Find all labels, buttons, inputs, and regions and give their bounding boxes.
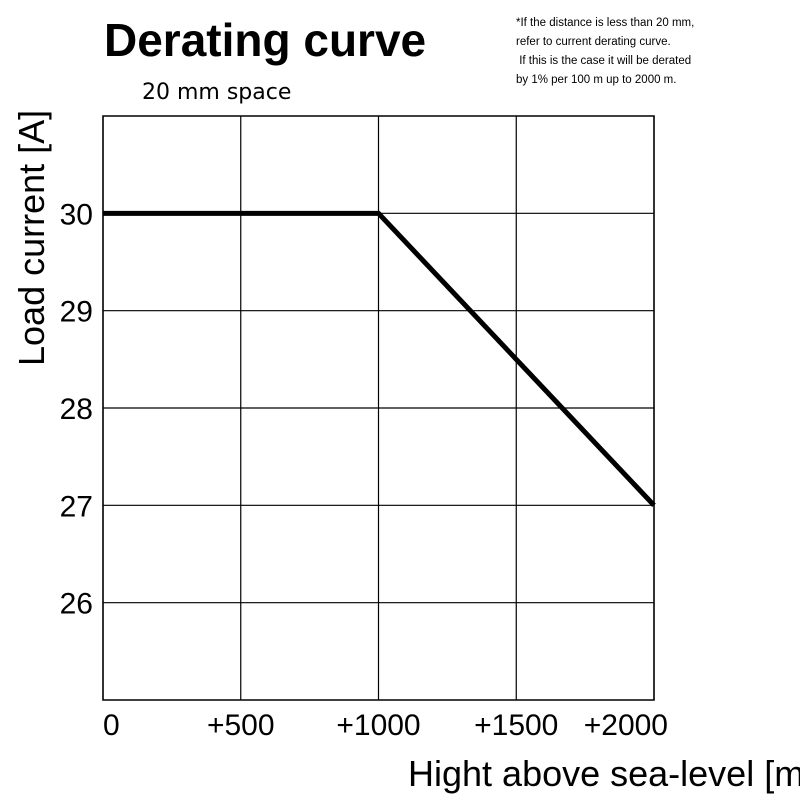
- x-tick-label: +1000: [336, 709, 420, 742]
- footnote-line: by 1% per 100 m up to 2000 m.: [516, 74, 676, 86]
- y-tick-label: 26: [60, 588, 93, 621]
- series-line: [103, 210, 656, 508]
- series-layer: [103, 210, 656, 508]
- y-tick-label: 28: [60, 393, 93, 426]
- chart-title: Derating curve: [104, 14, 426, 66]
- x-tick-label: +2000: [584, 709, 668, 742]
- y-tick-label: 27: [60, 490, 93, 523]
- x-tick-label: +1500: [474, 709, 558, 742]
- tick-labels: 0 +500 +1000 +1500 +2000 26 27 28 29 30: [60, 198, 668, 742]
- x-tick-label: +500: [207, 709, 275, 742]
- x-tick-label: 0: [103, 709, 120, 742]
- plot-grid: [102, 115, 655, 701]
- footnote-line: *If the distance is less than 20 mm,: [516, 17, 694, 29]
- footnote-line: refer to current derating curve.: [516, 36, 671, 48]
- y-tick-label: 30: [60, 198, 93, 231]
- y-axis-label: Load current [A]: [11, 110, 52, 366]
- y-tick-label: 29: [60, 296, 93, 329]
- footnote: *If the distance is less than 20 mm, ref…: [516, 17, 694, 86]
- footnote-line: If this is the case it will be derated: [516, 55, 691, 67]
- x-axis-label: Hight above sea-level [m]: [408, 753, 800, 794]
- chart-subtitle: 20 mm space: [142, 80, 291, 105]
